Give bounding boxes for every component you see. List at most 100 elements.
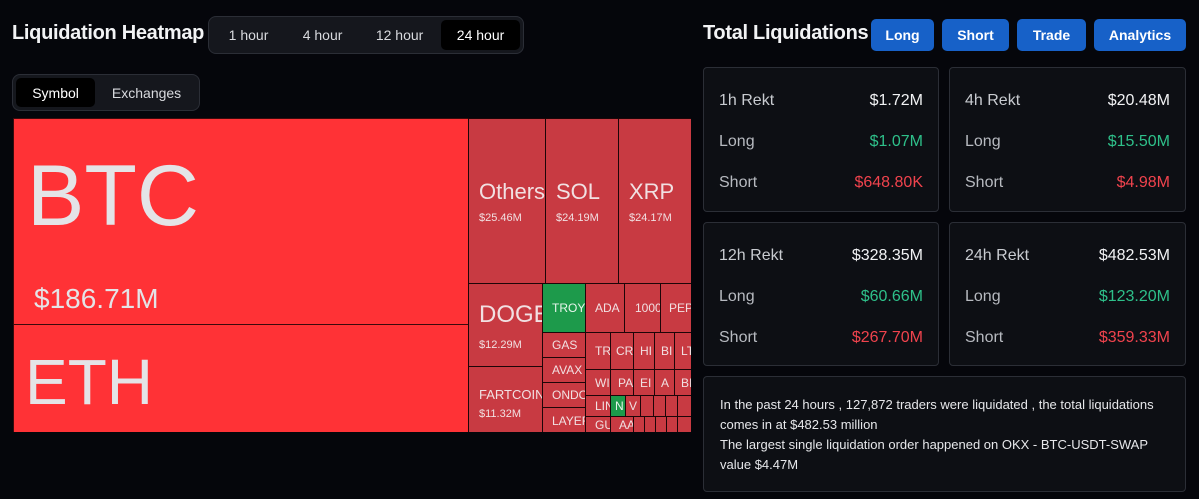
tile-symbol: BI	[661, 344, 673, 358]
tile-symbol: FARTCOIN	[479, 387, 543, 402]
tile-symbol: LAYER	[552, 413, 585, 428]
card-short-label: Short	[719, 329, 758, 346]
treemap-tile-others[interactable]: Others $25.46M	[468, 118, 546, 284]
summary-line-traders: In the past 24 hours , 127,872 traders w…	[720, 397, 1154, 432]
card-label: 12h Rekt	[719, 247, 784, 264]
card-total-value: $328.35M	[851, 247, 923, 264]
tile-value: $186.71M	[34, 283, 159, 314]
card-total-value: $1.72M	[869, 92, 923, 109]
card-short-row: Short $648.80K	[719, 174, 923, 192]
treemap-tile-tr[interactable]: TR	[585, 332, 611, 370]
stat-card-24h: 24h Rekt $482.53M Long $123.20M Short $3…	[949, 222, 1186, 366]
treemap-tile-tiny[interactable]	[677, 395, 691, 417]
card-label: 24h Rekt	[965, 247, 1030, 264]
card-short-label: Short	[965, 329, 1004, 346]
card-long-value: $123.20M	[1098, 288, 1170, 305]
treemap-tile-bi-2[interactable]: BI	[674, 369, 691, 396]
treemap-tile-lin[interactable]: LIN	[585, 395, 611, 417]
summary-line-largest-order: The largest single liquidation order hap…	[720, 437, 1148, 472]
tile-symbol: LIN	[595, 399, 610, 413]
view-mode-selector: Symbol Exchanges	[12, 74, 200, 111]
tile-symbol: 1000	[635, 301, 661, 315]
long-button[interactable]: Long	[871, 19, 934, 51]
tile-symbol: SOL	[556, 179, 601, 204]
tile-symbol: Others	[479, 179, 546, 204]
treemap-tile-bi[interactable]: BI	[654, 332, 675, 370]
tile-value: $25.46M	[479, 212, 522, 224]
tile-value: $24.19M	[556, 212, 599, 224]
card-short-label: Short	[965, 174, 1004, 191]
stat-card-12h: 12h Rekt $328.35M Long $60.66M Short $26…	[703, 222, 939, 366]
treemap-tile-wif[interactable]: WIF	[585, 369, 611, 396]
treemap-tile-eth[interactable]: ETH	[13, 324, 469, 432]
treemap-tile-xrp[interactable]: XRP $24.17M	[618, 118, 691, 284]
tile-symbol: EI	[640, 375, 652, 390]
tile-symbol: HI	[640, 344, 652, 358]
treemap-tile-a[interactable]: A	[654, 369, 675, 396]
tile-symbol: CR	[616, 344, 634, 358]
tile-symbol: ADA	[595, 301, 620, 315]
tile-symbol: TR	[595, 344, 611, 358]
treemap-tile-1000[interactable]: 1000	[624, 283, 661, 333]
time-option-24-hour[interactable]: 24 hour	[441, 20, 520, 50]
card-long-value: $1.07M	[869, 133, 923, 150]
card-short-value: $359.33M	[1098, 329, 1170, 346]
treemap-tile-btc[interactable]: BTC $186.71M	[13, 118, 469, 325]
view-option-exchanges[interactable]: Exchanges	[111, 84, 182, 101]
tile-symbol: PA	[618, 375, 634, 390]
tile-symbol: GU	[595, 418, 610, 432]
stat-card-1h: 1h Rekt $1.72M Long $1.07M Short $648.80…	[703, 67, 939, 212]
tile-symbol: PEP	[669, 301, 691, 315]
treemap-tile-tiny[interactable]	[677, 416, 691, 432]
treemap-tile-gas[interactable]: GAS	[542, 332, 586, 358]
tile-symbol: A	[661, 375, 670, 390]
card-label: 4h Rekt	[965, 92, 1021, 109]
heatmap-title: Liquidation Heatmap	[12, 22, 205, 44]
treemap-tile-ei[interactable]: EI	[633, 369, 655, 396]
tile-symbol: BTC	[27, 148, 199, 244]
card-long-row: Long $15.50M	[965, 133, 1170, 151]
tile-symbol: V	[629, 399, 638, 413]
treemap-tile-ada[interactable]: ADA	[585, 283, 625, 333]
short-button[interactable]: Short	[942, 19, 1009, 51]
card-long-label: Long	[719, 133, 755, 150]
card-short-row: Short $267.70M	[719, 329, 923, 347]
treemap-tile-avax[interactable]: AVAX	[542, 357, 586, 383]
treemap-tile-pa[interactable]: PA	[610, 369, 634, 396]
liquidation-summary: In the past 24 hours , 127,872 traders w…	[703, 376, 1186, 492]
treemap-tile-layer[interactable]: LAYER	[542, 407, 586, 432]
liquidation-treemap: BTC $186.71M ETH Others $25.46M SOL $24.…	[13, 118, 691, 432]
treemap-tile-fartcoin[interactable]: FARTCOIN $11.32M	[468, 366, 543, 432]
time-option-1-hour[interactable]: 1 hour	[228, 27, 269, 43]
treemap-tile-doge[interactable]: DOGE $12.29M	[468, 283, 543, 367]
analytics-button[interactable]: Analytics	[1094, 19, 1186, 51]
card-total-row: 4h Rekt $20.48M	[965, 92, 1170, 110]
card-total-row: 24h Rekt $482.53M	[965, 247, 1170, 265]
treemap-tile-ondo[interactable]: ONDO	[542, 382, 586, 408]
treemap-tile-hi[interactable]: HI	[633, 332, 655, 370]
trade-button[interactable]: Trade	[1017, 19, 1086, 51]
card-long-label: Long	[719, 288, 755, 305]
time-option-12-hour[interactable]: 12 hour	[375, 27, 424, 43]
treemap-tile-v[interactable]: V	[625, 395, 641, 417]
tile-symbol: XRP	[629, 179, 675, 204]
treemap-tile-n[interactable]: N	[610, 395, 626, 417]
tile-value: $24.17M	[629, 212, 672, 224]
card-short-value: $648.80K	[854, 174, 923, 191]
tile-symbol: GAS	[552, 338, 578, 352]
treemap-tile-sol[interactable]: SOL $24.19M	[545, 118, 619, 284]
treemap-tile-pep[interactable]: PEP	[660, 283, 691, 333]
treemap-tile-lt[interactable]: LT	[674, 332, 691, 370]
time-option-4-hour[interactable]: 4 hour	[302, 27, 343, 43]
time-range-selector: 1 hour 4 hour 12 hour 24 hour	[208, 16, 524, 54]
tile-symbol: LT	[681, 344, 691, 358]
treemap-tile-tiny[interactable]	[640, 395, 654, 417]
treemap-tile-gu[interactable]: GU	[585, 416, 611, 432]
treemap-tile-troy[interactable]: TROY	[542, 283, 586, 333]
card-short-row: Short $359.33M	[965, 329, 1170, 347]
treemap-tile-cr[interactable]: CR	[610, 332, 634, 370]
treemap-tile-aa[interactable]: AA	[610, 416, 634, 432]
tile-symbol: WIF	[595, 375, 610, 390]
view-option-symbol[interactable]: Symbol	[16, 78, 96, 107]
card-total-row: 1h Rekt $1.72M	[719, 92, 923, 110]
